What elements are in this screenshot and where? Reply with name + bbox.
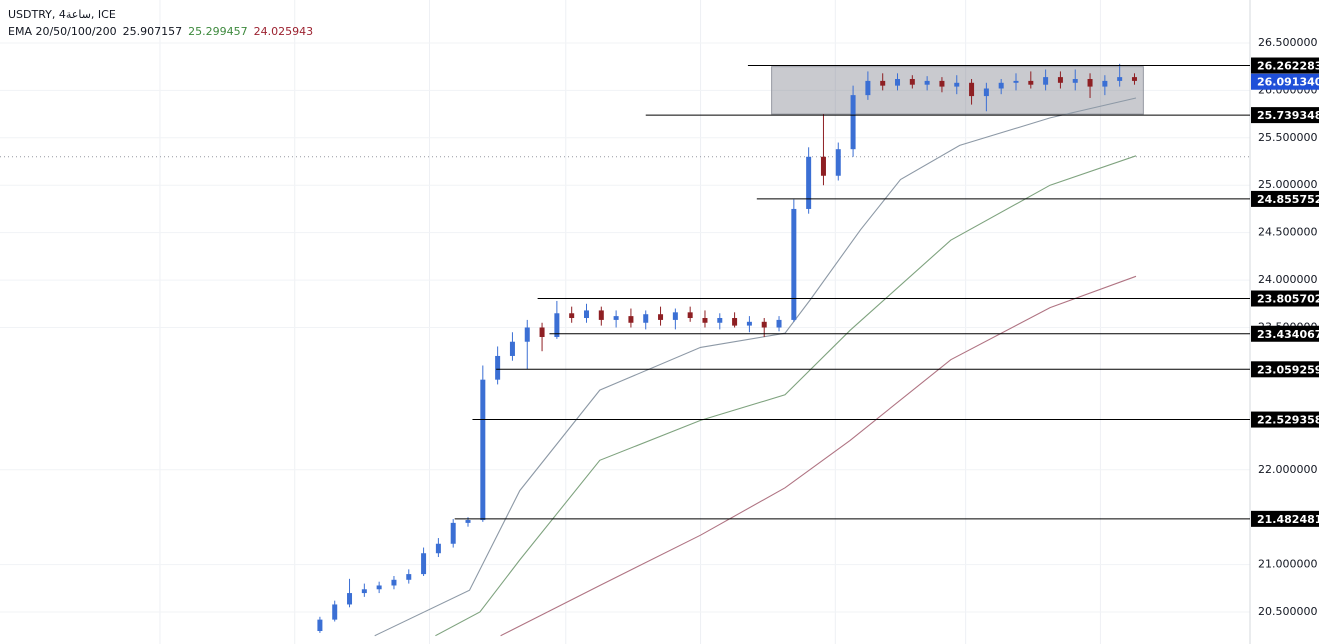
candle-body <box>569 313 575 319</box>
candle-body <box>1072 79 1078 83</box>
candle-body <box>806 156 812 209</box>
candle-body <box>983 88 989 97</box>
level-label-bg <box>1251 325 1319 342</box>
y-tick-label: 24.500000 <box>1258 226 1318 239</box>
indicator-value: 25.299457 <box>188 25 248 38</box>
candle-body <box>1087 79 1093 87</box>
level-label: 22.529358 <box>1257 414 1322 427</box>
level-label-bg <box>1251 411 1319 428</box>
candle-body <box>480 379 486 521</box>
candle-body <box>598 310 604 320</box>
y-tick-label: 25.000000 <box>1258 178 1318 191</box>
candle-body <box>865 80 871 96</box>
level-label: 23.805702 <box>1257 293 1322 306</box>
ema-line <box>374 97 1137 637</box>
candle-body <box>1057 77 1063 83</box>
candle-body <box>969 82 975 97</box>
last-price-label: 26.091340 <box>1257 76 1323 89</box>
level-label: 23.434067 <box>1257 328 1322 341</box>
candle-body <box>850 95 856 150</box>
candle-body <box>820 156 826 176</box>
candle-body <box>1117 77 1123 81</box>
range-box <box>771 66 1144 115</box>
y-tick-label: 22.000000 <box>1258 463 1318 476</box>
candle-body <box>746 321 752 326</box>
candle-body <box>776 319 782 328</box>
candle-body <box>658 314 664 320</box>
level-label: 23.059259 <box>1257 363 1322 376</box>
y-tick-label: 21.000000 <box>1258 558 1318 571</box>
symbol-header: USDTRY, 4ساعة, ICE <box>8 8 122 21</box>
last-price-bg <box>1251 73 1319 90</box>
candle-body <box>761 321 767 328</box>
candle-body <box>939 80 945 87</box>
candle-body <box>909 79 915 85</box>
indicator-legend: EMA 20/50/100/200 25.907157 25.299457 24.02… <box>8 25 319 38</box>
candle-body <box>421 553 427 575</box>
candle-body <box>732 318 738 326</box>
indicator-label: EMA 20/50/100/200 <box>8 25 117 38</box>
candle-body <box>495 355 501 380</box>
candle-body <box>554 313 560 337</box>
level-label: 21.482481 <box>1257 513 1322 526</box>
y-tick-label: 20.500000 <box>1258 605 1318 618</box>
y-tick-label: 26.500000 <box>1258 36 1318 49</box>
candle-body <box>391 579 397 586</box>
candle-body <box>687 312 693 319</box>
level-label-bg <box>1251 190 1319 207</box>
level-label: 25.739348 <box>1257 109 1322 122</box>
candle-body <box>643 314 649 323</box>
candle-body <box>435 543 441 554</box>
candle-body <box>376 585 382 590</box>
y-tick-label: 25.500000 <box>1258 131 1318 144</box>
candle-body <box>1013 80 1019 83</box>
candle-body <box>835 149 841 176</box>
candle-body <box>583 310 589 319</box>
candle-body <box>524 327 530 342</box>
indicator-value: 24.025943 <box>253 25 314 38</box>
candle-body <box>465 520 471 523</box>
candle-body <box>628 316 634 323</box>
ema-line <box>500 275 1137 637</box>
level-label-bg <box>1251 57 1319 74</box>
candle-body <box>613 316 619 320</box>
candle-body <box>317 619 323 632</box>
candle-body <box>406 574 412 580</box>
candle-body <box>450 522 456 544</box>
candle-body <box>954 82 960 87</box>
candle-body <box>361 589 367 594</box>
level-label-bg <box>1251 107 1319 124</box>
candle-body <box>672 312 678 320</box>
candle-body <box>998 82 1004 89</box>
candle-body <box>717 318 723 323</box>
candle-body <box>895 79 901 86</box>
candle-body <box>791 208 797 320</box>
candle-body <box>880 80 886 86</box>
level-label-bg <box>1251 361 1319 378</box>
candle-body <box>347 593 353 605</box>
candle-body <box>702 318 708 323</box>
candle-body <box>1043 77 1049 85</box>
candle-body <box>1028 80 1034 85</box>
candle-body <box>509 341 515 356</box>
level-label: 26.262283 <box>1257 60 1322 73</box>
indicator-value: 25.907157 <box>122 25 183 38</box>
candle-body <box>332 604 338 620</box>
level-label-bg <box>1251 290 1319 307</box>
candle-body <box>924 80 930 85</box>
candle-body <box>539 327 545 337</box>
symbol: USDTRY, 4ساعة, ICE <box>8 8 116 21</box>
y-tick-label: 24.000000 <box>1258 273 1318 286</box>
ema-line <box>435 155 1137 637</box>
candle-body <box>1131 77 1137 81</box>
level-label: 24.855752 <box>1257 193 1322 206</box>
candle-body <box>1102 80 1108 87</box>
level-label-bg <box>1251 510 1319 527</box>
